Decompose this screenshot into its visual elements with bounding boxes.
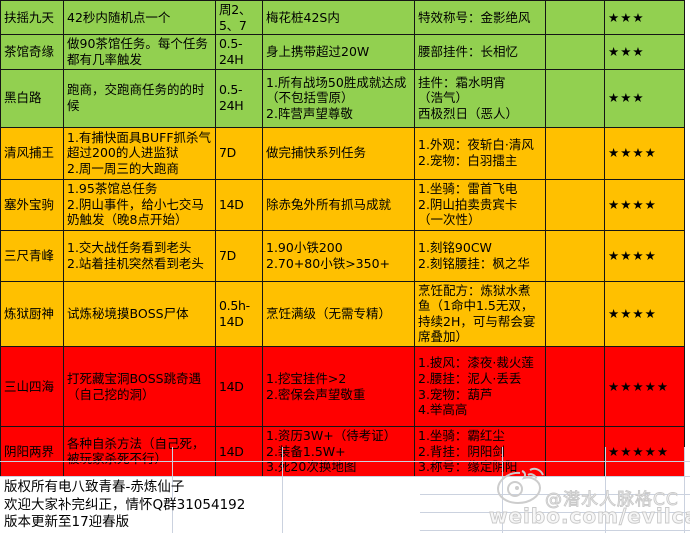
quest-trigger: 42秒内随机点一个 bbox=[63, 0, 216, 36]
quest-notes bbox=[545, 426, 605, 477]
quest-trigger: 1.交大战任务看到老头 2.站着挂机突然看到老头 bbox=[63, 229, 216, 282]
quest-rating: ★★★ bbox=[604, 68, 685, 128]
quest-trigger: 打死藏宝洞BOSS跳奇遇 （自己挖的洞） bbox=[63, 346, 216, 427]
quest-name: 清风捕王 bbox=[0, 126, 64, 180]
quest-duration: 7D bbox=[215, 126, 263, 180]
quest-duration: 0.5-24H bbox=[215, 68, 263, 128]
footer-line: 版本更新至17迎春版 bbox=[4, 514, 130, 530]
grid-line bbox=[282, 447, 283, 533]
quest-rating: ★★★★ bbox=[604, 126, 685, 180]
quest-trigger: 1.有捕快面具BUFF抓杀气超过200的人进监狱 2.周一周三的大跑商 bbox=[63, 126, 216, 180]
grid-line bbox=[420, 530, 690, 531]
quest-notes bbox=[545, 68, 605, 128]
quest-name: 三尺青峰 bbox=[0, 229, 64, 282]
quest-name: 阴阳两界 bbox=[0, 426, 64, 477]
quest-duration: 0.5h-14D bbox=[215, 280, 263, 347]
quest-reward: 1.外观：夜斩白·清风 2.宠物：白羽擂主 bbox=[414, 126, 546, 180]
quest-row: 茶馆奇缘 做90茶馆任务。每个任务都有几率触发 0.5-24H 身上携带超过20… bbox=[0, 34, 685, 70]
quest-reward: 特效称号：金影绝风 bbox=[414, 0, 546, 36]
quest-trigger: 1.95茶馆总任务 2.阴山事件，给小七交马奶触发（晚8点开始） bbox=[63, 178, 216, 231]
grid-line bbox=[502, 447, 503, 533]
quest-rating: ★★★★ bbox=[604, 178, 685, 231]
watermark-url: weibo.com/evilcalla bbox=[489, 504, 690, 529]
quest-requirement: 1.所有战场50胜成就达成（不包括雪原） 2.阵营声望尊敬 bbox=[262, 68, 415, 128]
quest-requirement: 1.挖宝挂件>2 2.密保会声望敬重 bbox=[262, 346, 415, 427]
quest-reward: 1.坐骑：雷首飞电 2.阴山拍卖贵宾卡（一次性） bbox=[414, 178, 546, 231]
quest-requirement: 身上携带超过20W bbox=[262, 34, 415, 70]
quest-row: 塞外宝驹 1.95茶馆总任务 2.阴山事件，给小七交马奶触发（晚8点开始） 14… bbox=[0, 178, 685, 231]
quest-table: 扶摇九天 42秒内随机点一个 周2、5、7 梅花桩42S内 特效称号：金影绝风 … bbox=[0, 0, 685, 477]
quest-rating: ★★★★★ bbox=[604, 346, 685, 427]
grid-line bbox=[420, 494, 690, 495]
footer-line: 欢迎大家补完纠正，情怀Q群31054192 bbox=[4, 496, 246, 513]
quest-reward: 烹饪配方：炼狱水煮鱼（1命中1.5无双，持续2H，可与帮会宴席叠加） bbox=[414, 280, 546, 347]
quest-name: 茶馆奇缘 bbox=[0, 34, 64, 70]
quest-requirement: 做完捕快系列任务 bbox=[262, 126, 415, 180]
grid-line bbox=[684, 447, 685, 533]
footer-credits: 版权所有电八致青春-赤炼仙子 欢迎大家补完纠正，情怀Q群31054192 版本更… bbox=[4, 479, 245, 532]
quest-row: 阴阳两界 各种自杀方法（自己死，被玩家杀死不行） 14D 1.资历3W+（待考证… bbox=[0, 426, 685, 477]
quest-row: 扶摇九天 42秒内随机点一个 周2、5、7 梅花桩42S内 特效称号：金影绝风 … bbox=[0, 0, 685, 36]
quest-trigger: 试炼秘境摸BOSS尸体 bbox=[63, 280, 216, 347]
quest-name: 扶摇九天 bbox=[0, 0, 64, 36]
quest-row: 三山四海 打死藏宝洞BOSS跳奇遇 （自己挖的洞） 14D 1.挖宝挂件>2 2… bbox=[0, 346, 685, 427]
weibo-logo-icon bbox=[496, 467, 544, 505]
quest-notes bbox=[545, 229, 605, 282]
quest-rating: ★★★ bbox=[604, 34, 685, 70]
quest-name: 炼狱厨神 bbox=[0, 280, 64, 347]
quest-rating: ★★★★ bbox=[604, 280, 685, 347]
quest-name: 黑白路 bbox=[0, 68, 64, 128]
quest-duration: 周2、5、7 bbox=[215, 0, 263, 36]
grid-line bbox=[0, 476, 690, 477]
quest-notes bbox=[545, 280, 605, 347]
quest-trigger: 做90茶馆任务。每个任务都有几率触发 bbox=[63, 34, 216, 70]
quest-notes bbox=[545, 0, 605, 36]
quest-notes bbox=[545, 346, 605, 427]
quest-row: 清风捕王 1.有捕快面具BUFF抓杀气超过200的人进监狱 2.周一周三的大跑商… bbox=[0, 126, 685, 180]
quest-row: 炼狱厨神 试炼秘境摸BOSS尸体 0.5h-14D 烹饪满级（无需专精） 烹饪配… bbox=[0, 280, 685, 347]
quest-requirement: 烹饪满级（无需专精） bbox=[262, 280, 415, 347]
grid-line bbox=[605, 447, 606, 533]
grid-line bbox=[420, 512, 690, 513]
quest-reward: 1.刻铭90CW 2.刻铭腰挂：枫之华 bbox=[414, 229, 546, 282]
watermark-handle: @潜水人脉格CC bbox=[545, 490, 679, 511]
quest-name: 三山四海 bbox=[0, 346, 64, 427]
grid-line bbox=[172, 447, 173, 533]
quest-trigger: 跑商，交跑商任务的的时候 bbox=[63, 68, 216, 128]
quest-notes bbox=[545, 178, 605, 231]
quest-row: 黑白路 跑商，交跑商任务的的时候 0.5-24H 1.所有战场50胜成就达成（不… bbox=[0, 68, 685, 128]
quest-requirement: 1.90小铁200 2.70+80小铁>350+ bbox=[262, 229, 415, 282]
quest-requirement: 1.资历3W+（待考证） 2.装备1.5W+ 3.死20次换地图 bbox=[262, 426, 415, 477]
quest-duration: 14D bbox=[215, 178, 263, 231]
grid-line bbox=[0, 461, 690, 462]
quest-reward: 挂件：霜水明宵 （浩气） 西极烈日（恶人） bbox=[414, 68, 546, 128]
quest-requirement: 梅花桩42S内 bbox=[262, 0, 415, 36]
quest-rating: ★★★★★ bbox=[604, 426, 685, 477]
footer-line: 版权所有电八致青春-赤炼仙子 bbox=[4, 479, 185, 495]
quest-notes bbox=[545, 34, 605, 70]
quest-name: 塞外宝驹 bbox=[0, 178, 64, 231]
quest-duration: 14D bbox=[215, 346, 263, 427]
quest-reward: 腰部挂件：长相忆 bbox=[414, 34, 546, 70]
quest-row: 三尺青峰 1.交大战任务看到老头 2.站着挂机突然看到老头 7D 1.90小铁2… bbox=[0, 229, 685, 282]
quest-trigger: 各种自杀方法（自己死，被玩家杀死不行） bbox=[63, 426, 216, 477]
quest-duration: 7D bbox=[215, 229, 263, 282]
quest-duration: 0.5-24H bbox=[215, 34, 263, 70]
quest-rating: ★★★★ bbox=[604, 229, 685, 282]
quest-reward: 1.披风：漆夜·裁火莲 2.腰挂：泥人·丢丢 3.宠物：葫芦 4.举高高 bbox=[414, 346, 546, 427]
quest-reward: 1.坐骑：霸红尘 2.背挂：阴阳剑 3.称号：缘定阴阳 bbox=[414, 426, 546, 477]
quest-duration: 14D bbox=[215, 426, 263, 477]
quest-notes bbox=[545, 126, 605, 180]
quest-requirement: 除赤兔外所有抓马成就 bbox=[262, 178, 415, 231]
quest-rating: ★★★ bbox=[604, 0, 685, 36]
